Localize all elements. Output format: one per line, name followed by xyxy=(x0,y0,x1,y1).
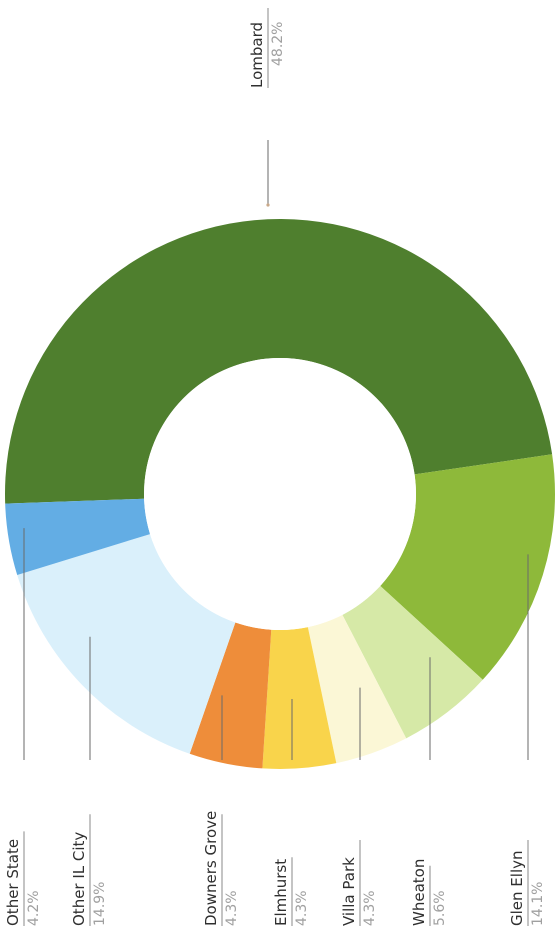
slice-wheaton xyxy=(342,585,483,739)
slice-labels: Lombard 48.2% Glen Ellyn 14.1% Wheaton 5.6% Vi… xyxy=(4,8,546,926)
label-value-wheaton: 5.6% xyxy=(432,890,448,926)
label-value-downers-grove: 4.3% xyxy=(224,890,240,926)
label-value-other-state: 4.2% xyxy=(26,890,42,926)
label-downers-grove: Downers Grove 4.3% xyxy=(202,811,240,926)
slice-other-state xyxy=(5,498,151,576)
label-name-wheaton: Wheaton xyxy=(410,859,428,926)
donut-hole xyxy=(144,358,416,630)
slice-glen-ellyn xyxy=(380,454,555,680)
slice-villa-park xyxy=(307,614,407,764)
label-name-other-il-city: Other IL City xyxy=(70,832,88,926)
label-name-downers-grove: Downers Grove xyxy=(202,811,220,926)
label-glen-ellyn: Glen Ellyn 14.1% xyxy=(508,840,546,926)
leader-lines xyxy=(23,140,529,760)
label-value-villa-park: 4.3% xyxy=(362,890,378,926)
donut-slices xyxy=(4,218,555,770)
label-lombard: Lombard 48.2% xyxy=(248,8,286,88)
slice-elmhurst xyxy=(262,627,337,770)
label-wheaton: Wheaton 5.6% xyxy=(410,859,448,926)
label-value-lombard: 48.2% xyxy=(270,22,286,66)
label-other-il-city: Other IL City 14.9% xyxy=(70,814,108,926)
label-name-glen-ellyn: Glen Ellyn xyxy=(508,851,526,927)
slice-lombard xyxy=(4,218,553,504)
label-name-villa-park: Villa Park xyxy=(340,857,358,926)
label-other-state: Other State 4.2% xyxy=(4,831,42,926)
label-value-elmhurst: 4.3% xyxy=(294,890,310,926)
slice-other-il-city xyxy=(17,534,236,754)
label-value-glen-ellyn: 14.1% xyxy=(530,882,546,926)
label-name-other-state: Other State xyxy=(4,839,22,926)
label-value-other-il-city: 14.9% xyxy=(92,882,108,926)
label-villa-park: Villa Park 4.3% xyxy=(340,840,378,926)
label-name-lombard: Lombard xyxy=(248,22,266,88)
leader-dot-lombard xyxy=(266,203,270,207)
label-name-elmhurst: Elmhurst xyxy=(272,859,290,926)
label-elmhurst: Elmhurst 4.3% xyxy=(272,857,310,926)
slice-downers-grove xyxy=(189,622,272,769)
